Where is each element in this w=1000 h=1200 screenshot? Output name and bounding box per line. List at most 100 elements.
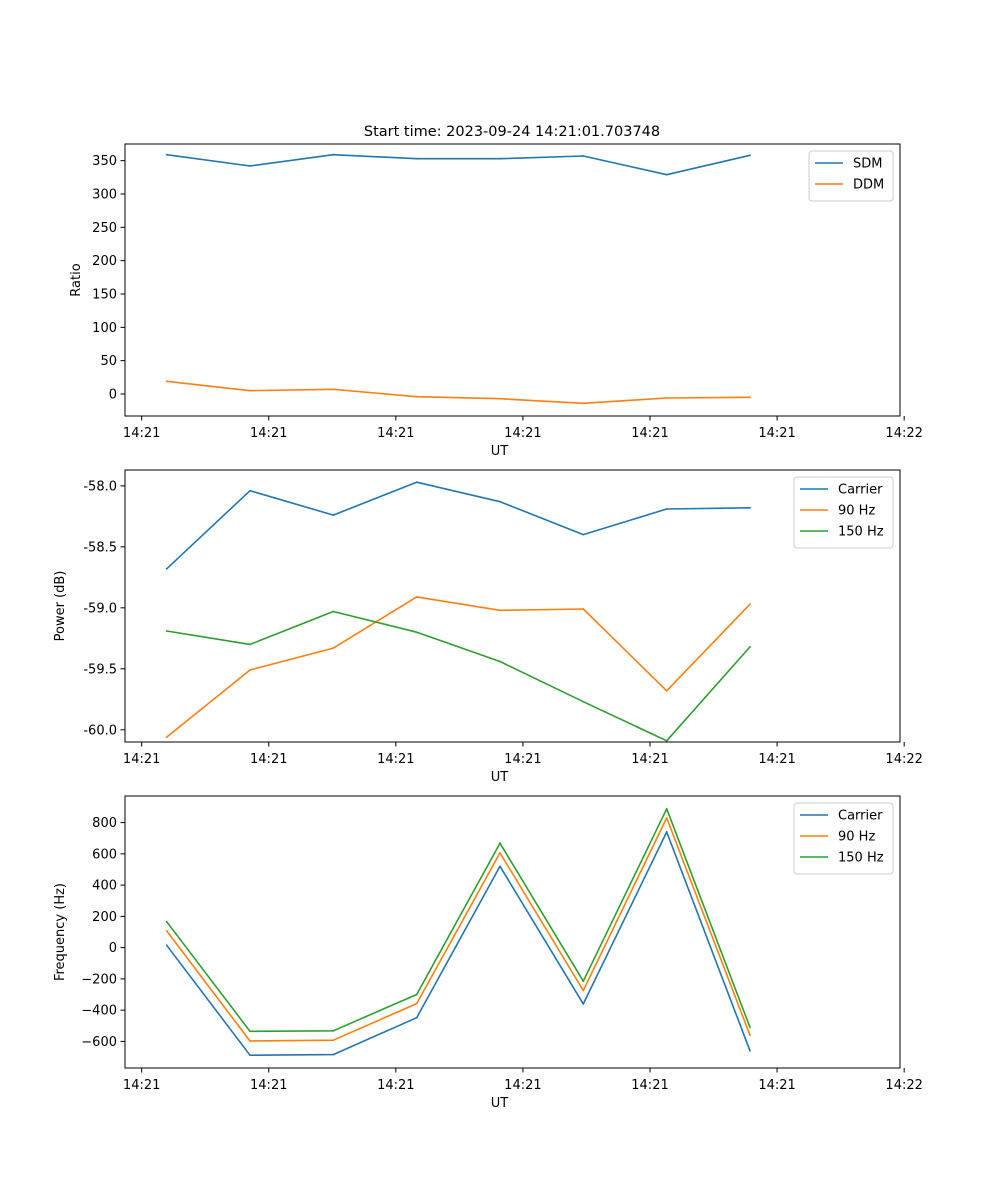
power-ytick-label: -59.0 <box>83 601 117 616</box>
power-xtick-label: 14:21 <box>504 752 541 767</box>
frequency-ytick-label: 800 <box>92 816 117 831</box>
ratio-series-sdm-point <box>415 157 418 160</box>
ratio-series-sdm-point <box>499 157 501 160</box>
frequency-series-90-hz-line <box>166 817 751 1042</box>
power-series-carrier-point <box>415 481 418 484</box>
ratio-series-ddm-point <box>665 397 668 399</box>
power-ytick-label: -58.5 <box>83 540 117 555</box>
power-series-carrier-point <box>165 567 168 570</box>
frequency-series-150-hz-point <box>249 1030 251 1033</box>
power-series-150-hz-point <box>332 610 335 613</box>
ratio-xtick-label: 14:21 <box>377 426 414 441</box>
frequency-series-carrier-point <box>415 1016 418 1019</box>
frequency-ytick-label: −600 <box>81 1035 117 1050</box>
ratio-y-axis-label: Ratio <box>69 263 84 296</box>
power-series-150-hz-point <box>665 739 668 742</box>
ratio-xtick-label: 14:21 <box>123 426 160 441</box>
frequency-legend-label: 150 Hz <box>838 851 884 866</box>
power-series-90-hz-point <box>249 669 251 671</box>
power-panel: -60.0 -59.5 -59.0 -58.5 -58.0 14:21 14:21 14:21… <box>53 469 923 785</box>
frequency-y-axis-label: Frequency (Hz) <box>53 883 68 981</box>
frequency-xtick-label: 14:22 <box>885 1078 922 1093</box>
power-series-150-hz-point <box>499 660 501 663</box>
frequency-series-90-hz-point <box>749 1034 751 1037</box>
power-x-axis-label: UT <box>491 770 509 785</box>
figure-title: Start time: 2023-09-24 14:21:01.703748 <box>364 124 660 140</box>
power-series-90-hz-point <box>665 689 668 692</box>
ratio-series-ddm-point <box>582 402 585 405</box>
frequency-axes-frame <box>124 795 901 1069</box>
frequency-xtick-label: 14:21 <box>377 1078 414 1093</box>
power-series-90-hz-point <box>415 595 418 598</box>
power-series-90-hz-point <box>165 736 168 739</box>
frequency-panel: −600 −400 −200 0 200 400 600 800 14:21 14:21 14:21… <box>53 795 923 1111</box>
power-series-150-hz-point <box>165 630 168 632</box>
ratio-series-sdm-point <box>165 153 168 156</box>
ratio-ytick-label: 100 <box>92 321 117 336</box>
frequency-series-carrier-line <box>166 831 751 1056</box>
ratio-series-sdm-point <box>582 155 585 157</box>
ratio-series-ddm-point <box>165 380 168 383</box>
ratio-ytick-label: 200 <box>92 254 117 269</box>
power-ytick-label: -60.0 <box>83 723 117 738</box>
power-xtick-label: 14:21 <box>377 752 414 767</box>
frequency-ytick-label: −400 <box>81 1004 117 1019</box>
ratio-xtick-label: 14:21 <box>250 426 287 441</box>
power-series-90-hz-point <box>749 603 751 606</box>
frequency-series-90-hz-point <box>415 1002 418 1005</box>
frequency-series-150-hz-point <box>582 980 585 983</box>
frequency-series-150-hz-point <box>415 993 418 996</box>
power-xtick-label: 14:21 <box>250 752 287 767</box>
power-series-carrier-point <box>499 500 501 503</box>
ratio-series-sdm-point <box>249 165 251 167</box>
frequency-ytick-label: 200 <box>92 910 117 925</box>
frequency-xtick-label: 14:21 <box>123 1078 160 1093</box>
ratio-ytick-label: 150 <box>92 288 117 303</box>
ratio-xtick-label: 14:21 <box>631 426 668 441</box>
frequency-xtick-label: 14:21 <box>504 1078 541 1093</box>
frequency-legend-label: 90 Hz <box>838 830 875 845</box>
ratio-series-ddm-point <box>499 397 501 400</box>
ratio-xtick-label: 14:22 <box>885 426 922 441</box>
frequency-series-carrier-point <box>332 1053 335 1056</box>
frequency-series-90-hz-point <box>332 1039 335 1042</box>
power-series-150-hz-point <box>749 645 751 648</box>
power-legend-label: 150 Hz <box>838 525 884 540</box>
power-series-150-hz-line <box>166 610 751 742</box>
power-xtick-label: 14:21 <box>123 752 160 767</box>
frequency-series-carrier-point <box>165 944 168 947</box>
frequency-series-150-hz-point <box>332 1029 335 1032</box>
ratio-xtick-label: 14:21 <box>504 426 541 441</box>
power-xtick-label: 14:21 <box>758 752 795 767</box>
power-xtick-label: 14:21 <box>631 752 668 767</box>
power-series-90-hz-point <box>332 647 335 649</box>
ratio-ytick-label: 350 <box>92 154 117 169</box>
ratio-series-sdm-line <box>166 153 751 176</box>
frequency-series-90-hz-point <box>665 816 668 819</box>
frequency-ytick-label: 600 <box>92 847 117 862</box>
frequency-series-150-hz-point <box>665 807 668 810</box>
frequency-xtick-label: 14:21 <box>250 1078 287 1093</box>
frequency-x-axis-label: UT <box>491 1096 509 1111</box>
frequency-series-150-hz-point <box>749 1026 751 1029</box>
power-series-carrier-point <box>665 508 668 510</box>
frequency-xtick-label: 14:21 <box>758 1078 795 1093</box>
ratio-ytick-label: 300 <box>92 188 117 203</box>
frequency-series-carrier-point <box>749 1049 751 1052</box>
ratio-panel: 0 50 100 150 200 250 300 350 14:21 14:21 14:21 14:2… <box>69 143 923 459</box>
power-xtick-label: 14:22 <box>885 752 922 767</box>
power-series-carrier-point <box>249 489 251 492</box>
frequency-series-150-hz-line <box>166 807 751 1033</box>
power-series-carrier-point <box>332 514 335 517</box>
ratio-legend-label: DDM <box>853 178 884 193</box>
power-axes-frame <box>124 469 901 743</box>
ratio-series-sdm-point <box>749 154 751 157</box>
power-series-carrier-point <box>582 533 585 536</box>
power-ytick-label: -58.0 <box>83 479 117 494</box>
frequency-series-90-hz-point <box>165 930 168 932</box>
ratio-series-sdm-point <box>332 153 335 156</box>
ratio-series-ddm-point <box>332 388 335 391</box>
power-ytick-label: -59.5 <box>83 662 117 677</box>
power-series-150-hz-point <box>582 700 585 703</box>
